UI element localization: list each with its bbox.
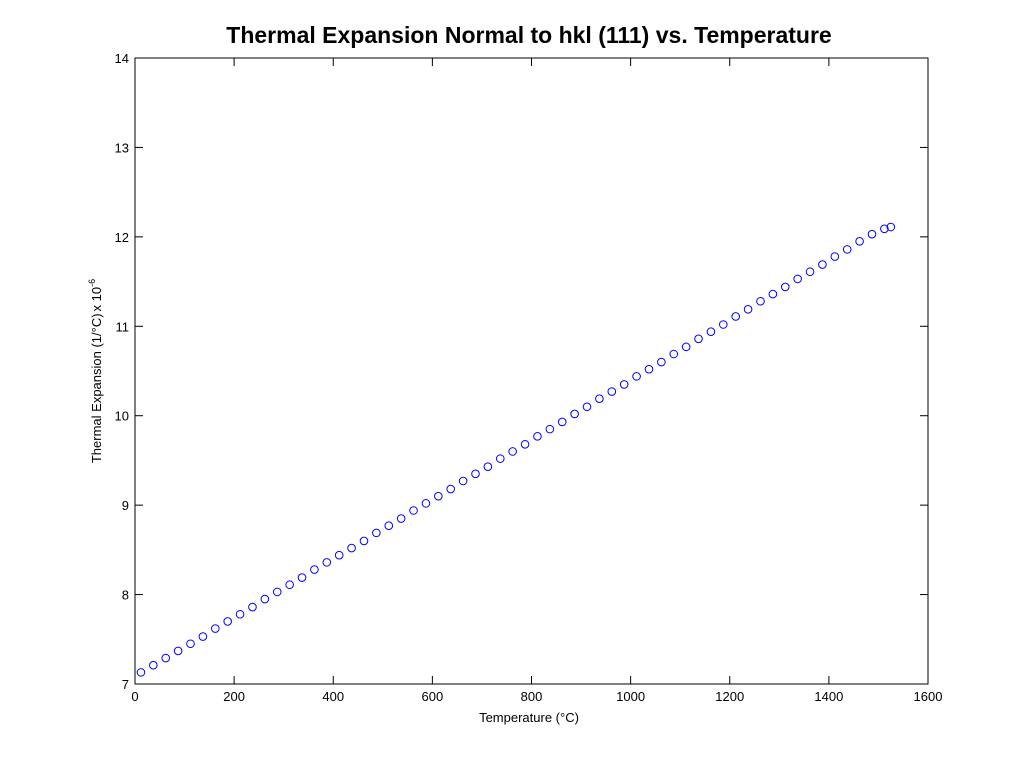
- chart-title: Thermal Expansion Normal to hkl (111) vs…: [226, 22, 831, 48]
- axis-ticks: [134, 57, 929, 685]
- data-point: [495, 454, 505, 463]
- data-point: [446, 484, 456, 494]
- data-point: [644, 364, 654, 374]
- data-point: [570, 409, 579, 419]
- data-point: [260, 594, 270, 604]
- data-point: [632, 372, 641, 381]
- data-point: [694, 334, 703, 344]
- data-point: [867, 229, 877, 239]
- data-point: [706, 327, 716, 336]
- x-tick-label: 800: [521, 689, 543, 704]
- data-point: [780, 282, 790, 292]
- data-point: [595, 394, 604, 404]
- data-point: [359, 536, 369, 546]
- data-point: [619, 380, 629, 389]
- data-point: [136, 668, 146, 677]
- data-point: [384, 521, 394, 531]
- data-point: [322, 558, 332, 567]
- data-point: [830, 252, 840, 261]
- data-point: [334, 550, 344, 560]
- data-point: [557, 417, 567, 427]
- plot-area: [134, 57, 929, 685]
- y-tick-label: 13: [115, 140, 129, 155]
- x-tick-label: 400: [322, 689, 344, 704]
- x-tick-label: 1600: [914, 689, 943, 704]
- data-point: [235, 609, 245, 619]
- data-point: [186, 639, 195, 649]
- y-axis-label: Thermal Expansion (1/°C)x 10-6: [87, 279, 104, 463]
- data-point: [886, 222, 896, 232]
- data-point: [272, 587, 282, 597]
- data-point: [297, 573, 307, 582]
- data-point: [434, 491, 443, 501]
- data-point: [756, 296, 765, 306]
- x-tick-label: 0: [131, 689, 138, 704]
- data-point: [173, 646, 183, 656]
- data-point: [793, 274, 802, 284]
- data-point: [805, 267, 815, 277]
- data-point: [719, 320, 728, 329]
- data-point: [520, 440, 530, 449]
- y-tick-label: 7: [122, 677, 129, 692]
- data-point: [198, 632, 208, 641]
- x-tick-label: 600: [422, 689, 444, 704]
- x-tick-label: 1200: [715, 689, 744, 704]
- data-point: [545, 424, 555, 434]
- x-tick-label: 1000: [616, 689, 645, 704]
- data-point: [285, 580, 294, 590]
- data-point: [880, 224, 889, 234]
- y-tick-label: 9: [122, 498, 129, 513]
- data-point: [161, 653, 171, 663]
- y-tick-label: 8: [122, 588, 129, 603]
- data-point: [310, 565, 319, 574]
- data-point: [582, 402, 592, 412]
- x-axis-label: Temperature (°C): [479, 710, 579, 725]
- data-point: [458, 476, 468, 486]
- data-point: [471, 469, 480, 479]
- x-tick-label: 200: [223, 689, 245, 704]
- y-tick-label: 14: [115, 51, 129, 66]
- data-point: [607, 387, 617, 396]
- data-point: [681, 342, 691, 352]
- y-axis-label-main: Thermal Expansion (1/°C): [89, 313, 104, 463]
- data-point: [768, 289, 778, 299]
- data-points: [136, 222, 896, 677]
- data-point: [657, 357, 666, 367]
- data-point: [421, 499, 431, 508]
- data-point: [409, 506, 418, 515]
- data-point: [508, 447, 517, 456]
- data-point: [743, 304, 753, 314]
- data-point: [347, 543, 356, 553]
- y-tick-label: 11: [116, 319, 130, 334]
- data-point: [149, 660, 158, 670]
- y-tick-label: 12: [115, 230, 129, 245]
- data-point: [483, 462, 493, 471]
- data-point: [842, 245, 852, 254]
- y-axis-label-exponent: -6: [87, 279, 97, 287]
- data-point: [855, 237, 864, 246]
- data-point: [210, 624, 220, 633]
- y-tick-label: 10: [115, 409, 129, 424]
- data-point: [533, 431, 542, 441]
- svg-text:Thermal Expansion (1/°C)x 10-6: Thermal Expansion (1/°C)x 10-6: [87, 279, 104, 463]
- y-axis-label-times: x 10: [89, 287, 104, 312]
- data-point: [731, 312, 740, 321]
- axis-tick-labels: 0 200 400 600 800 1000 1200 1400 1600 7 8 9 10 11 12 13…: [115, 51, 943, 704]
- data-point: [818, 260, 827, 269]
- data-point: [248, 602, 257, 612]
- x-tick-label: 1400: [814, 689, 843, 704]
- data-point: [223, 617, 232, 626]
- data-point: [372, 528, 381, 538]
- data-point: [669, 349, 679, 359]
- data-point: [396, 514, 406, 523]
